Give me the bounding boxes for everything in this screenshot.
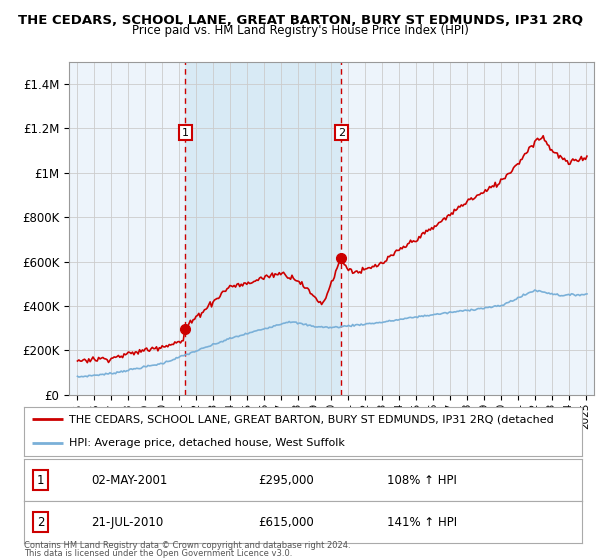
Text: 1: 1 [37, 474, 44, 487]
Text: 21-JUL-2010: 21-JUL-2010 [91, 516, 163, 529]
Text: Price paid vs. HM Land Registry's House Price Index (HPI): Price paid vs. HM Land Registry's House … [131, 24, 469, 36]
Text: 108% ↑ HPI: 108% ↑ HPI [387, 474, 457, 487]
Text: HPI: Average price, detached house, West Suffolk: HPI: Average price, detached house, West… [68, 437, 344, 447]
Bar [185, 62, 341, 395]
Text: This data is licensed under the Open Government Licence v3.0.: This data is licensed under the Open Gov… [24, 549, 292, 558]
Text: THE CEDARS, SCHOOL LANE, GREAT BARTON, BURY ST EDMUNDS, IP31 2RQ (detached: THE CEDARS, SCHOOL LANE, GREAT BARTON, B… [68, 414, 553, 424]
Text: 2: 2 [338, 128, 345, 138]
Text: 1: 1 [182, 128, 189, 138]
Text: THE CEDARS, SCHOOL LANE, GREAT BARTON, BURY ST EDMUNDS, IP31 2RQ: THE CEDARS, SCHOOL LANE, GREAT BARTON, B… [17, 14, 583, 27]
Text: 2: 2 [37, 516, 44, 529]
Text: £615,000: £615,000 [259, 516, 314, 529]
Text: £295,000: £295,000 [259, 474, 314, 487]
Text: Contains HM Land Registry data © Crown copyright and database right 2024.: Contains HM Land Registry data © Crown c… [24, 541, 350, 550]
Text: 141% ↑ HPI: 141% ↑ HPI [387, 516, 457, 529]
Text: 02-MAY-2001: 02-MAY-2001 [91, 474, 167, 487]
